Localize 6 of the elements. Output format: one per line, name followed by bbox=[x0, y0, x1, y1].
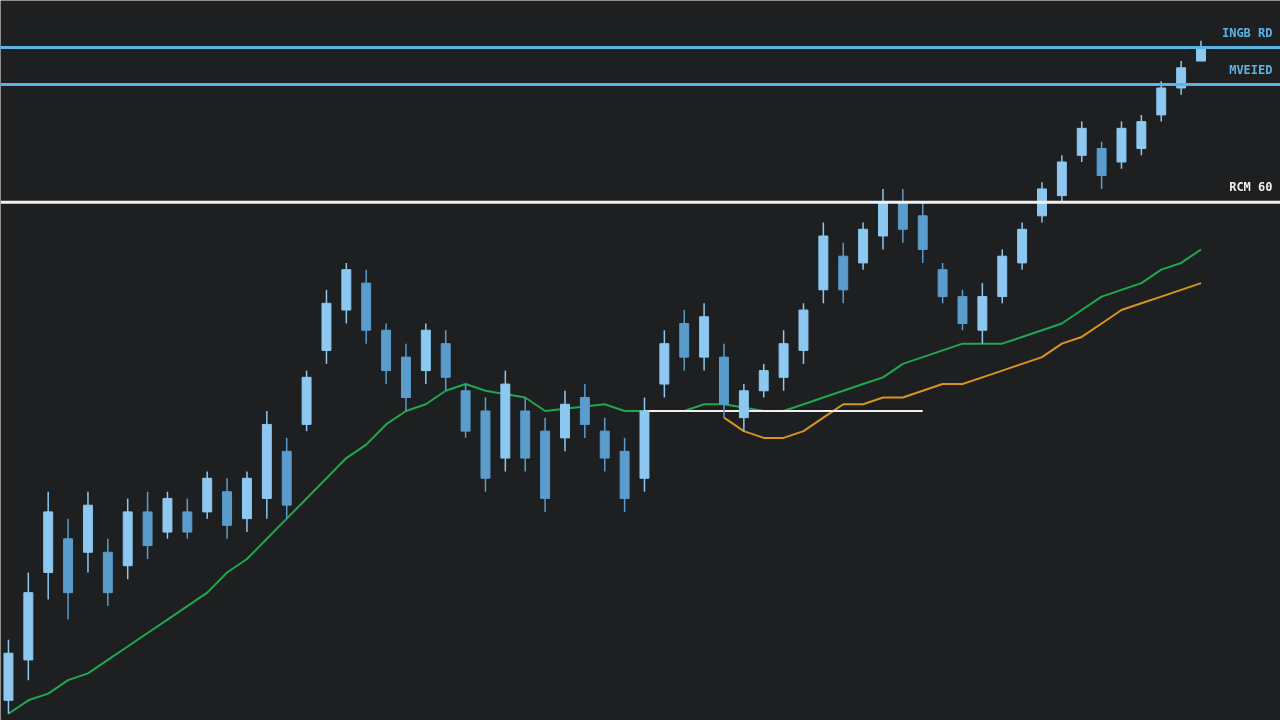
candlestick bbox=[182, 497, 193, 540]
ref-line-label: INGB RD bbox=[1221, 25, 1273, 40]
candlestick bbox=[758, 363, 769, 399]
ref-line-label: RCM 60 bbox=[1229, 180, 1273, 195]
ref-line-label: MVEIED bbox=[1229, 62, 1273, 77]
candlestick bbox=[1196, 40, 1206, 62]
